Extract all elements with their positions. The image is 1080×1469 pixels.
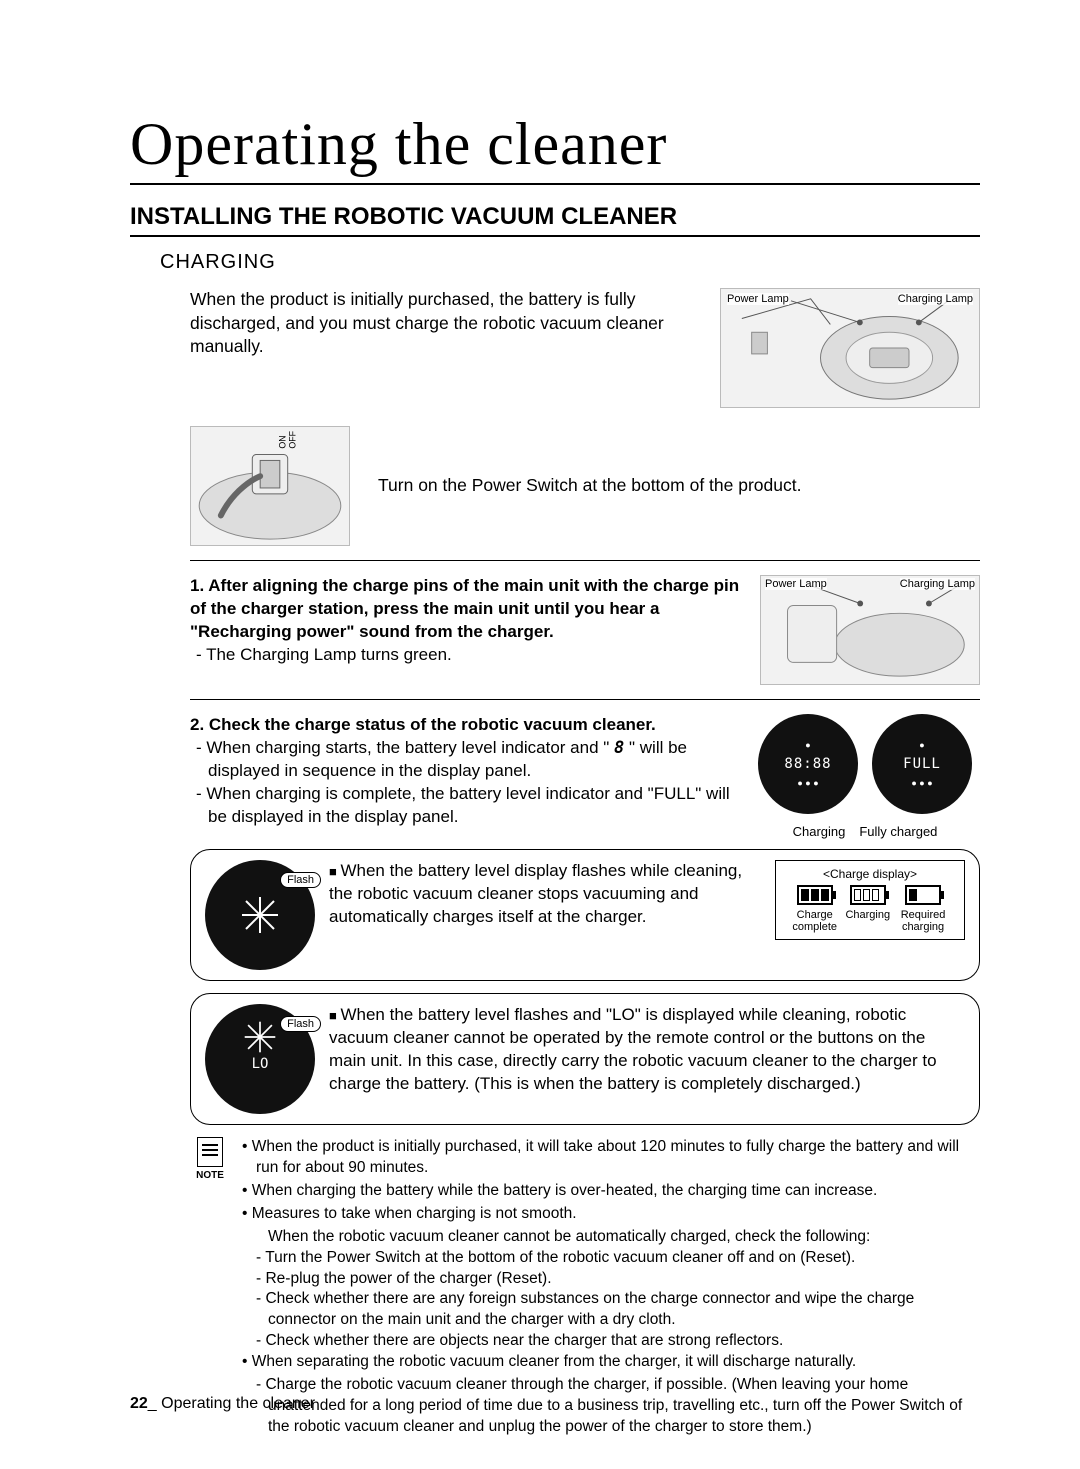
step-2-dash-1: When charging starts, the battery level … (190, 737, 732, 783)
power-lamp-label: Power Lamp (727, 293, 789, 305)
label-charging: Charging (793, 824, 846, 839)
note-sub-intro: When the robotic vacuum cleaner cannot b… (242, 1227, 980, 1248)
dock-icon (761, 576, 979, 684)
note-sub: Check whether there are objects near the… (242, 1331, 980, 1352)
disc-full: ● FULL ● ● ● (872, 714, 972, 814)
top-view-diagram: Power Lamp Charging Lamp (720, 288, 980, 408)
callout-1-text: When the battery level display flashes w… (329, 860, 761, 929)
note-item: When charging the battery while the batt… (242, 1181, 980, 1202)
mini-disc-flash: Flash (205, 860, 315, 970)
step-2-dash-2: When charging is complete, the battery l… (190, 783, 732, 829)
callout-lo: Flash LO When the battery level flashes … (190, 993, 980, 1125)
chapter-title: Operating the cleaner (130, 110, 980, 185)
battery-required: Required charging (890, 885, 956, 933)
section-title: INSTALLING THE ROBOTIC VACUUM CLEANER (130, 203, 980, 237)
charging-lamp-label: Charging Lamp (898, 293, 973, 305)
intro-row: When the product is initially purchased,… (190, 288, 980, 408)
subsection-title: CHARGING (160, 251, 980, 274)
footer-text: Operating the cleaner (161, 1395, 315, 1412)
note-sub: Re-plug the power of the charger (Reset)… (242, 1269, 980, 1290)
page-footer: 22_ Operating the cleaner (130, 1395, 315, 1413)
note-icon (197, 1137, 223, 1167)
svg-text:OFF: OFF (288, 430, 298, 448)
lo-display: LO (252, 1056, 269, 1072)
power-lamp-label-2: Power Lamp (765, 578, 827, 590)
note-sub: Check whether there are any foreign subs… (242, 1289, 980, 1331)
note-sub: Turn the Power Switch at the bottom of t… (242, 1248, 980, 1269)
disc-charging: ● 88:88 ● ● ● (758, 714, 858, 814)
label-fully-charged: Fully charged (859, 824, 937, 839)
power-switch-diagram: ON OFF (190, 426, 350, 546)
step-1-dash: The Charging Lamp turns green. (190, 644, 742, 667)
robot-top-icon (721, 289, 979, 407)
power-switch-row: ON OFF Turn on the Power Switch at the b… (190, 426, 980, 546)
switch-icon: ON OFF (191, 427, 349, 545)
svg-text:ON: ON (278, 435, 288, 448)
charge-display-box: <Charge display> Charge complete Chargin… (775, 860, 965, 940)
note-sub: Charge the robotic vacuum cleaner throug… (242, 1375, 980, 1438)
page-number: 22 (130, 1395, 148, 1412)
power-switch-text: Turn on the Power Switch at the bottom o… (378, 474, 801, 498)
note-list: When the product is initially purchased,… (242, 1137, 980, 1438)
note-item: When separating the robotic vacuum clean… (242, 1352, 980, 1373)
intro-text: When the product is initially purchased,… (190, 288, 700, 408)
step-2-side: ● 88:88 ● ● ● ● FULL ● ● ● Charging Full… (750, 714, 980, 839)
step-1-diagram: Power Lamp Charging Lamp (760, 575, 980, 685)
step-1-text: 1. After aligning the charge pins of the… (190, 575, 742, 685)
charging-lamp-label-2: Charging Lamp (900, 578, 975, 590)
flash-badge-2: Flash (280, 1016, 321, 1032)
flash-star-icon-2 (243, 1020, 277, 1054)
flash-star-icon (240, 895, 280, 935)
step-2-text: 2. Check the charge status of the roboti… (190, 714, 732, 839)
disc-display-8888: 88:88 (784, 756, 831, 772)
disc-display-full: FULL (903, 756, 941, 772)
note-block: NOTE When the product is initially purch… (190, 1137, 980, 1438)
charge-display-title: <Charge display> (784, 867, 956, 881)
step-2: 2. Check the charge status of the roboti… (190, 714, 980, 839)
note-label: NOTE (190, 1169, 230, 1183)
step-1: 1. After aligning the charge pins of the… (190, 575, 980, 685)
note-item: When the product is initially purchased,… (242, 1137, 980, 1179)
callout-2-text: When the battery level flashes and "LO" … (329, 1004, 965, 1096)
step-1-bold: 1. After aligning the charge pins of the… (190, 576, 739, 641)
battery-charging: Charging (845, 885, 890, 921)
divider (190, 699, 980, 700)
note-icon-col: NOTE (190, 1137, 230, 1438)
step-2-bold: 2. Check the charge status of the roboti… (190, 715, 656, 734)
flash-badge: Flash (280, 872, 321, 888)
divider (190, 560, 980, 561)
mini-disc-lo: Flash LO (205, 1004, 315, 1114)
battery-complete: Charge complete (784, 885, 845, 933)
note-item: Measures to take when charging is not sm… (242, 1204, 980, 1225)
segment-glyph: 8 (614, 738, 624, 758)
callout-flash-auto: Flash When the battery level display fla… (190, 849, 980, 981)
